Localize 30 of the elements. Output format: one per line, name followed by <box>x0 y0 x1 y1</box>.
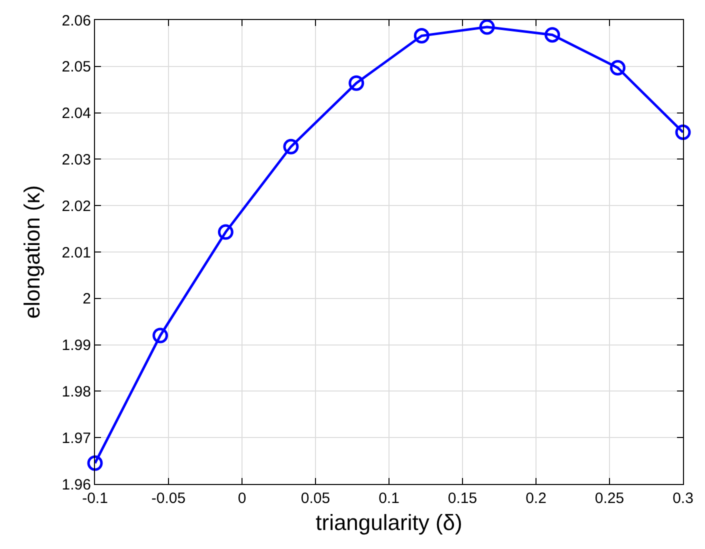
point <box>414 28 430 44</box>
y-tick-label: 1.98 <box>62 383 91 400</box>
x-tick-label: -0.05 <box>151 490 186 507</box>
y-tick-label: 2.02 <box>62 198 91 215</box>
point <box>544 27 560 43</box>
x-tick-label: 0.1 <box>378 490 400 507</box>
point <box>152 328 168 344</box>
x-tick-label: 0.3 <box>672 490 694 507</box>
x-tick-label: 0.15 <box>448 490 478 507</box>
y-tick-label: 2.06 <box>62 12 91 30</box>
y-tick-label: 2.04 <box>62 105 91 122</box>
point <box>87 455 103 471</box>
y-tick-label: 1.97 <box>62 430 91 447</box>
point <box>218 224 234 240</box>
point <box>479 19 495 35</box>
y-axis-title: elongation (κ) <box>20 185 45 319</box>
point <box>283 138 299 154</box>
y-tick-label: 2.05 <box>62 58 91 76</box>
point <box>610 60 626 76</box>
x-tick-label: 0 <box>238 490 246 507</box>
y-tick-label: 2 <box>82 290 91 308</box>
x-tick-label: 0.05 <box>300 490 330 507</box>
x-tick-label: 0.25 <box>594 490 624 507</box>
y-tick-label: 2.03 <box>62 151 91 168</box>
point <box>675 124 691 140</box>
y-tick-label: 1.99 <box>62 337 91 354</box>
x-tick-label: 0.2 <box>526 490 546 507</box>
y-tick-label: 2.01 <box>62 244 91 262</box>
x-axis-title: triangularity (δ) <box>316 510 462 535</box>
point <box>348 75 364 91</box>
